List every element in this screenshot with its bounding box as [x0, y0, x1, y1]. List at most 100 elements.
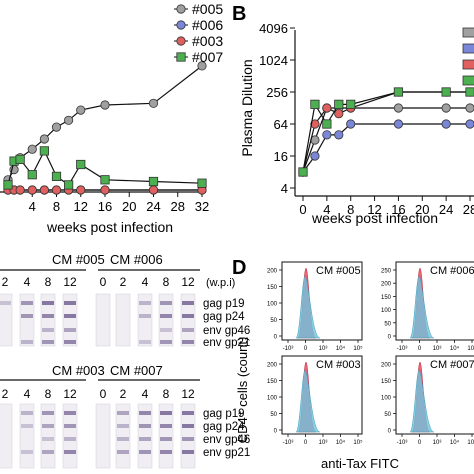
flow-xtick-label: 10³ — [433, 346, 442, 352]
blot-strip — [19, 293, 35, 347]
panel-a-point — [148, 98, 159, 108]
flow-xtick-label: 0 — [304, 440, 308, 446]
flow-ytick-label: 150 — [267, 285, 278, 291]
flow-xtick-label: 0 — [304, 346, 308, 352]
blot-band — [21, 424, 33, 428]
blot-bottom-lane-labels: 2 4 8 12 0 2 4 8 12 — [2, 387, 195, 401]
blot-strip — [62, 293, 78, 347]
flow-ytick-label: 200 — [267, 269, 278, 275]
panel-a-legend-item: #003 — [174, 33, 223, 49]
blot-band — [182, 314, 194, 318]
flow-xtick-label: -10³ — [397, 346, 408, 352]
panel-a-point — [51, 171, 62, 181]
blot-lane-label: 12 — [181, 387, 195, 401]
flow-ytick-label: 200 — [267, 363, 278, 369]
blot-lane-label: 4 — [24, 275, 31, 289]
blot-band — [64, 424, 76, 428]
blot-band-label: env gp46 — [203, 325, 250, 337]
blot-band — [21, 340, 33, 344]
panel-b-legend — [462, 27, 474, 86]
panel-b-xtick-label: 12 — [367, 202, 381, 217]
flow-histogram-blue — [295, 275, 321, 339]
panel-a-xtick-label: 8 — [53, 199, 60, 214]
flow-histogram-blue — [409, 275, 435, 339]
flow-ytick-label: 150 — [267, 379, 278, 385]
panel-a-point — [39, 134, 49, 144]
blot-strip — [62, 403, 78, 469]
panel-b-point — [310, 119, 320, 129]
panel-b-ytick-label: 4 — [281, 181, 288, 196]
blot-strip — [137, 403, 153, 469]
panel-a-point — [15, 154, 25, 164]
flow-ytick-label: 50 — [270, 318, 277, 324]
panel-a-xtick-label: 16 — [98, 199, 112, 214]
blot-lane-label: 8 — [45, 387, 52, 401]
legend-label: #003 — [192, 33, 223, 49]
flow-xtick-label: 10⁴ — [336, 439, 346, 446]
blot-band — [139, 340, 151, 344]
blot-band — [21, 450, 33, 454]
flow-ytick-label: 0 — [388, 429, 392, 435]
blot-strip-bg — [95, 293, 111, 347]
panel-b-line — [302, 107, 470, 173]
panel-b-legend-007 — [462, 75, 474, 86]
flow-xtick-label: 0 — [418, 346, 422, 352]
panel-b-ylabel: Plasma Dilution — [239, 59, 255, 156]
blot-lane-label: 8 — [45, 275, 52, 289]
flow-histogram-blue — [295, 369, 321, 433]
flow-ytick-label: 100 — [381, 396, 392, 402]
panel-a-point — [3, 180, 13, 190]
blot-strip — [19, 403, 35, 469]
legend-marker — [176, 20, 186, 30]
blot-strip — [115, 403, 131, 469]
blot-lane-label: 4 — [142, 387, 149, 401]
blot-band-label: env gp46 — [203, 434, 250, 446]
flow-ytick-label: 150 — [381, 379, 392, 385]
blot-band-label: env gp21 — [203, 337, 250, 349]
panel-a-line — [7, 65, 203, 181]
blot-bottom-strips — [0, 403, 196, 469]
blot-top-group-1: CM #005 — [52, 252, 105, 267]
panel-b-ytick-label: 1024 — [259, 53, 288, 68]
panel-b-point — [465, 87, 474, 97]
blot-strip-bg — [0, 293, 13, 347]
panel-b-point — [322, 130, 332, 140]
flow-xtick-label: 10⁵ — [353, 439, 363, 446]
blot-band — [64, 328, 76, 332]
panel-b-xtick-label: 24 — [439, 202, 453, 217]
blot-lane-label: 2 — [2, 275, 9, 289]
panel-a-legend-item: #006 — [174, 17, 223, 33]
blot-lane-label: 8 — [163, 387, 170, 401]
blot-band — [42, 450, 54, 454]
panel-a-series-2 — [3, 185, 207, 195]
panel-a-point — [27, 144, 37, 154]
panel-a-series-0 — [3, 61, 207, 185]
panel-b-y-ticks: 4 16 64 256 1024 4096 — [259, 21, 295, 196]
flow-xtick-label: 10⁵ — [467, 345, 474, 352]
blot-band — [117, 424, 129, 428]
panel-b-xtick-label: 4 — [323, 202, 330, 217]
panel-b-series-0 — [298, 103, 474, 177]
blot-band-label: gag p19 — [203, 408, 245, 420]
blot-band — [160, 424, 172, 428]
panel-a-xtick-label: 12 — [74, 199, 88, 214]
panel-b-xtick-label: 16 — [391, 202, 405, 217]
panel-a-point — [39, 185, 49, 195]
blot-band — [117, 437, 129, 441]
panel-b-point — [334, 99, 344, 109]
panel-b-xlabel: weeks post infection — [311, 210, 438, 226]
flow-xtick-label: 10³ — [319, 346, 328, 352]
blot-band — [182, 424, 194, 428]
panel-a-point — [27, 170, 37, 180]
blot-strip — [158, 403, 174, 469]
flow-xtick-label: 0 — [418, 440, 422, 446]
panel-d-xlabel: anti-Tax FITC — [321, 456, 399, 471]
panel-a-point — [100, 185, 110, 195]
flow-panels: 0 50 100 150 200 -10³ 0 10³ 10⁴ 10⁵ CM #005 0 50 100 1… — [267, 261, 474, 446]
blot-strip — [0, 403, 13, 469]
flow-xtick-label: 10⁴ — [450, 439, 460, 446]
blot-band — [42, 328, 54, 332]
legend-marker — [176, 52, 186, 62]
